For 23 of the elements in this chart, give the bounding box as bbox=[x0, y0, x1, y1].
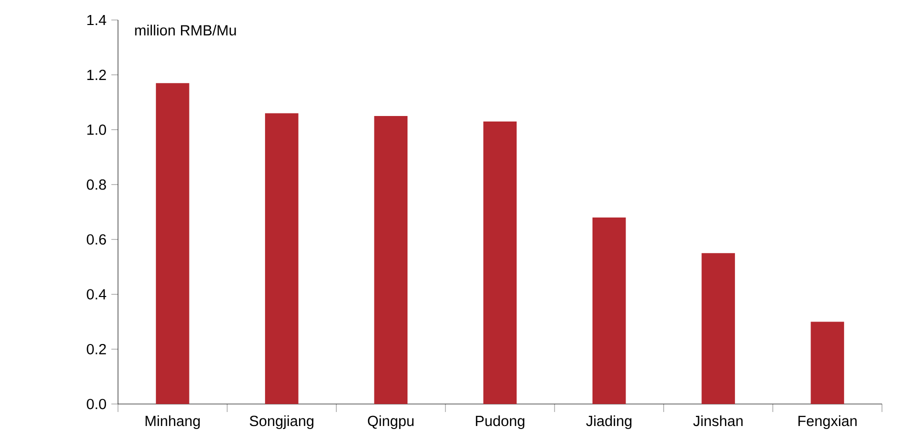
bar bbox=[810, 322, 844, 404]
bar bbox=[156, 83, 190, 404]
bar bbox=[592, 217, 626, 404]
y-tick-label: 1.0 bbox=[87, 124, 106, 135]
y-tick-label: 0.6 bbox=[86, 234, 106, 245]
y-tick-label: 1.2 bbox=[87, 70, 106, 80]
y-tick-label: 0.0 bbox=[86, 398, 106, 410]
bar bbox=[265, 113, 298, 404]
x-tick-label: Fengxian bbox=[798, 415, 857, 430]
bar bbox=[702, 253, 735, 404]
x-tick-label: Minhang bbox=[146, 415, 200, 430]
y-axis-title: million RMB/Mu bbox=[135, 24, 236, 36]
y-tick-label: 0.2 bbox=[86, 344, 106, 354]
y-tick-label: 0.8 bbox=[86, 179, 106, 190]
y-tick-label: 1.4 bbox=[87, 14, 106, 26]
x-tick-label: Qingpu bbox=[368, 415, 414, 430]
y-tick-label: 0.4 bbox=[86, 289, 106, 300]
x-tick-label: Songjiang bbox=[250, 415, 314, 430]
x-tick-label: Jinshan bbox=[693, 415, 743, 426]
x-tick-label: Jiading bbox=[586, 415, 632, 430]
bar bbox=[374, 116, 408, 404]
bar bbox=[483, 121, 517, 404]
x-tick-label: Pudong bbox=[476, 415, 524, 430]
